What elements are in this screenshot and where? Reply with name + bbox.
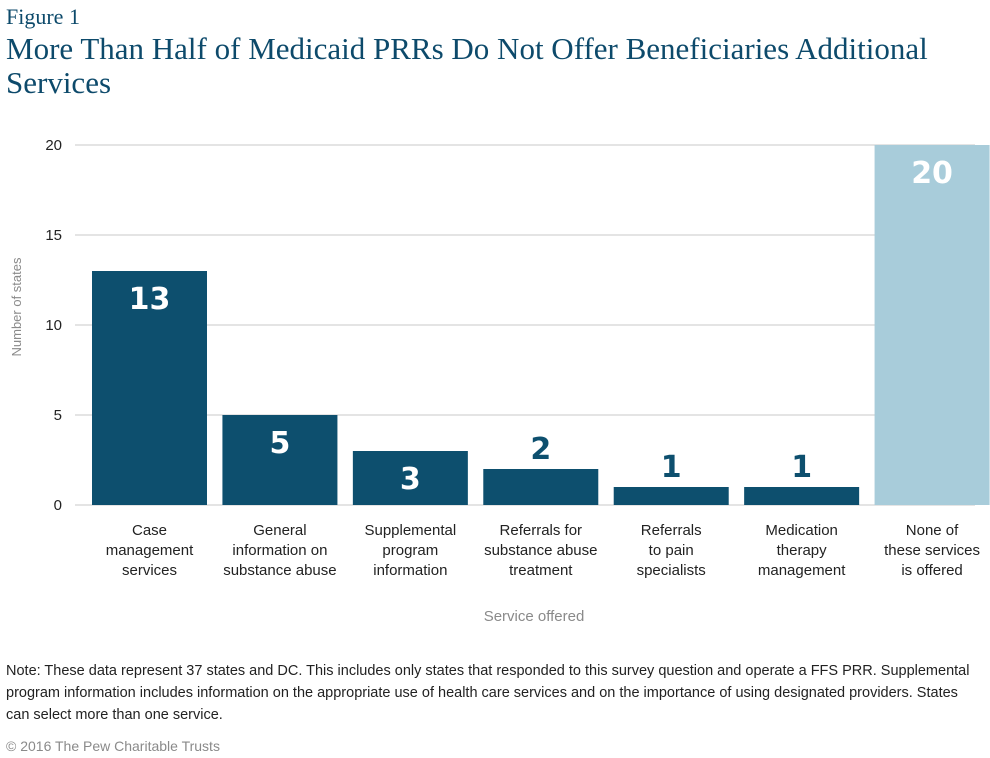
y-tick-label: 5 — [54, 407, 62, 424]
bar — [222, 415, 338, 505]
figure-label: Figure 1 — [6, 4, 80, 29]
x-category-label: Referrals to pain specialists — [636, 522, 706, 579]
value-label: 3 — [400, 462, 421, 497]
x-category-label: Medication therapy management — [757, 522, 846, 579]
x-category-label: Supplemental program information — [364, 522, 457, 579]
y-tick-label: 10 — [45, 317, 62, 334]
bar — [483, 469, 599, 505]
bar — [744, 487, 860, 505]
x-category-label: Case management services — [105, 522, 194, 579]
value-label: 20 — [911, 156, 953, 191]
x-axis-label: Service offered — [483, 608, 585, 625]
value-label: 2 — [530, 432, 551, 467]
footnote: Note: These data represent 37 states and… — [6, 663, 970, 723]
chart-title: More Than Half of Medicaid PRRs Do Not O… — [6, 31, 928, 100]
x-category-label: None of these services is offered — [884, 522, 980, 579]
y-axis-label: Number of states — [9, 257, 24, 357]
gridlines — [75, 144, 975, 506]
value-label: 1 — [791, 450, 812, 485]
bar — [352, 451, 468, 505]
x-category-label: Referrals for substance abuse treatment — [484, 522, 598, 579]
x-category-label: General information on substance abuse — [223, 522, 337, 579]
value-label: 1 — [661, 450, 682, 485]
bar — [874, 145, 990, 505]
bar — [92, 271, 207, 505]
y-tick-labels: 0 5 10 15 20 — [45, 137, 62, 514]
value-label: 5 — [269, 426, 290, 461]
bar — [613, 487, 729, 505]
y-tick-label: 20 — [45, 137, 62, 154]
value-label: 13 — [129, 282, 171, 317]
y-tick-label: 15 — [45, 227, 62, 244]
bars — [92, 145, 990, 505]
y-tick-label: 0 — [54, 497, 62, 514]
copyright: © 2016 The Pew Charitable Trusts — [6, 738, 220, 754]
